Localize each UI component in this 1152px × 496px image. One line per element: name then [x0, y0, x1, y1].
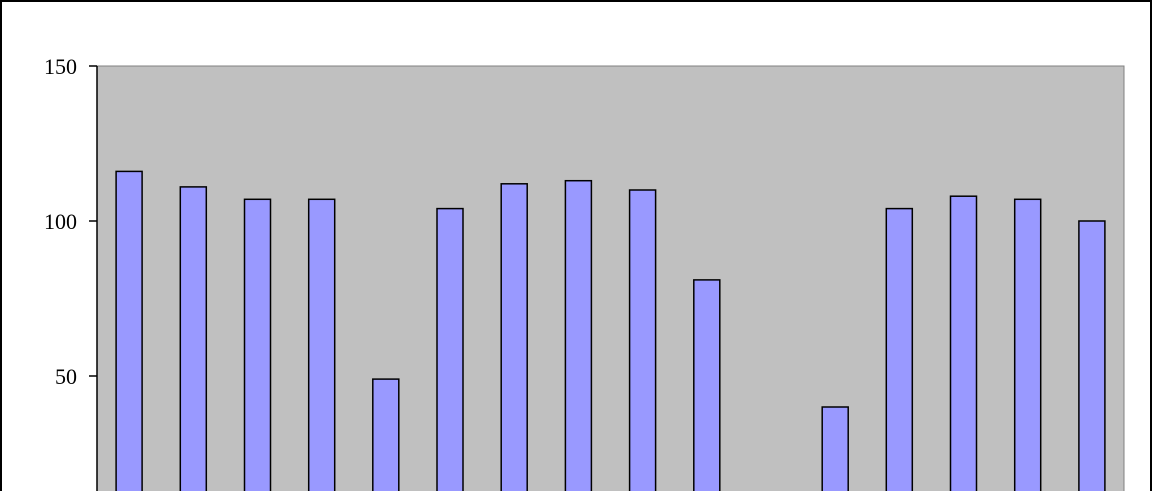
bar-4: [307, 198, 336, 496]
bar-group: [115, 170, 1106, 496]
bar-13: [885, 207, 914, 496]
bar-12: [821, 406, 849, 496]
bar-7: [500, 183, 528, 496]
y-tick-label-150: 150: [44, 54, 77, 79]
bar-3: [243, 198, 272, 496]
y-tick-label-50: 50: [55, 364, 77, 389]
bar-15: [1013, 198, 1042, 496]
bar-10: [693, 279, 721, 496]
bar-2: [179, 186, 208, 496]
y-axis: 150 100 50: [44, 54, 98, 496]
bar-14: [949, 195, 978, 496]
y-tick-label-100: 100: [44, 209, 77, 234]
bar-9: [628, 189, 657, 496]
bar-1: [115, 170, 143, 496]
bar-8: [564, 179, 593, 496]
bar-5: [372, 378, 400, 496]
bar-6: [436, 207, 464, 496]
bar-16: [1078, 220, 1106, 496]
